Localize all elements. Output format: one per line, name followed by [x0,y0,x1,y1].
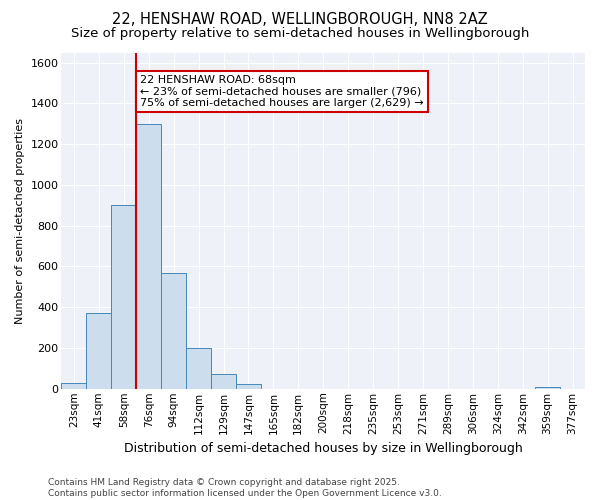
Bar [236,384,261,389]
Bar [161,272,186,389]
Text: 22 HENSHAW ROAD: 68sqm
← 23% of semi-detached houses are smaller (796)
75% of se: 22 HENSHAW ROAD: 68sqm ← 23% of semi-det… [140,75,424,108]
Text: Size of property relative to semi-detached houses in Wellingborough: Size of property relative to semi-detach… [71,28,529,40]
Bar [535,386,560,389]
Text: Contains HM Land Registry data © Crown copyright and database right 2025.
Contai: Contains HM Land Registry data © Crown c… [48,478,442,498]
Y-axis label: Number of semi-detached properties: Number of semi-detached properties [15,118,25,324]
X-axis label: Distribution of semi-detached houses by size in Wellingborough: Distribution of semi-detached houses by … [124,442,523,455]
Bar [211,374,236,389]
Bar [61,382,86,389]
Bar [112,206,136,389]
Bar [86,314,112,389]
Bar [186,348,211,389]
Text: 22, HENSHAW ROAD, WELLINGBOROUGH, NN8 2AZ: 22, HENSHAW ROAD, WELLINGBOROUGH, NN8 2A… [112,12,488,28]
Bar [136,124,161,389]
